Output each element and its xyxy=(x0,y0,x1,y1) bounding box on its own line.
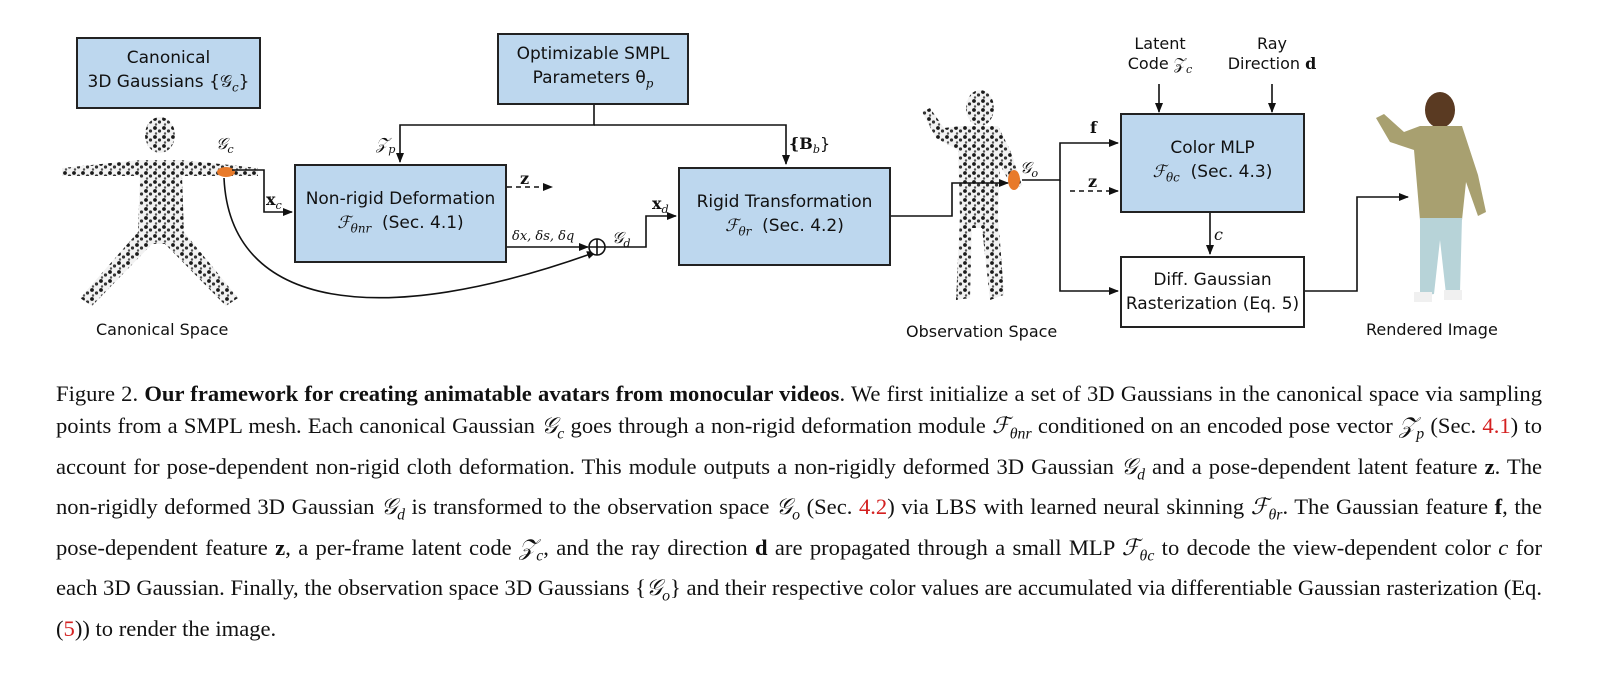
raster-box-line2: Rasterization (Eq. 5) xyxy=(1125,294,1300,314)
label-gc: 𝒢c xyxy=(216,134,234,157)
ref-sec-4-1[interactable]: 4.1 xyxy=(1482,413,1511,438)
rigid-transformation-box: Rigid Transformation ℱθr (Sec. 4.2) xyxy=(678,167,891,266)
label-xc: xc xyxy=(266,190,282,213)
canonical-box-line1: Canonical xyxy=(126,48,211,69)
rigid-box-line1: Rigid Transformation xyxy=(696,191,873,212)
smpl-box-line2: Parameters θp xyxy=(532,68,654,91)
rigid-box-line2: ℱθr (Sec. 4.2) xyxy=(725,215,844,239)
bb-arrow xyxy=(594,124,790,165)
canonical-avatar-figure xyxy=(62,117,258,306)
label-z-in: z xyxy=(1088,172,1098,191)
canonical-box-line2: 3D Gaussians {𝒢c} xyxy=(87,72,250,95)
zp-arrow xyxy=(396,104,595,163)
label-f: f xyxy=(1090,118,1097,137)
label-latent-code: Latent Code 𝒵c xyxy=(1127,34,1193,77)
label-ray-direction: Ray Direction d xyxy=(1227,34,1317,73)
skip-arrow xyxy=(223,177,597,299)
gaussian-rasterization-box: Diff. Gaussian Rasterization (Eq. 5) xyxy=(1120,256,1305,328)
label-gd: 𝒢d xyxy=(612,228,631,251)
nonrigid-box-line2: ℱθnr (Sec. 4.1) xyxy=(337,212,464,236)
label-deltas: δx, δs, δq xyxy=(512,229,575,244)
figure-caption: Figure 2. Our framework for creating ani… xyxy=(56,381,1543,641)
nonrigid-box-line1: Non-rigid Deformation xyxy=(305,188,496,209)
color-box-line1: Color MLP xyxy=(1170,138,1255,159)
observation-avatar-figure xyxy=(922,90,1022,300)
raster-in-arrow xyxy=(1059,180,1119,295)
label-c: c xyxy=(1214,225,1223,244)
color-mlp-box: Color MLP ℱθc (Sec. 4.3) xyxy=(1120,113,1305,213)
ref-sec-4-2[interactable]: 4.2 xyxy=(858,494,888,520)
framework-diagram: Canonical 3D Gaussians {𝒢c} Optimizable … xyxy=(62,33,1498,341)
label-bb: {Bb} xyxy=(789,134,831,157)
color-box-line2: ℱθc (Sec. 4.3) xyxy=(1152,162,1273,185)
rendered-avatar-image xyxy=(1376,92,1486,302)
raster-box-line1: Diff. Gaussian xyxy=(1153,270,1272,290)
label-xd: xd xyxy=(652,194,669,217)
rigid-out-arrow xyxy=(890,179,1009,217)
label-zp: 𝒵p xyxy=(376,134,396,157)
caption-title: Our framework for creating animatable av… xyxy=(144,381,840,406)
xd-arrow xyxy=(605,212,677,248)
smpl-box-line1: Optimizable SMPL xyxy=(516,44,670,65)
render-arrow xyxy=(1305,193,1409,292)
rendered-image-label: Rendered Image xyxy=(1366,320,1498,339)
label-go: 𝒢o xyxy=(1020,158,1039,181)
nonrigid-deformation-box: Non-rigid Deformation ℱθnr (Sec. 4.1) xyxy=(294,164,507,263)
canonical-gaussians-box: Canonical 3D Gaussians {𝒢c} xyxy=(76,37,261,109)
label-z-out: z xyxy=(520,169,530,188)
observation-space-label: Observation Space xyxy=(906,322,1058,341)
ref-eq-5[interactable]: 5 xyxy=(63,615,75,641)
xc-arrow xyxy=(232,169,293,216)
smpl-parameters-box: Optimizable SMPL Parameters θp xyxy=(497,33,689,105)
canonical-space-label: Canonical Space xyxy=(96,320,229,339)
diagram-arrows xyxy=(62,84,1486,306)
caption-label: Figure 2. xyxy=(56,381,139,406)
f-arrow xyxy=(1022,139,1119,181)
